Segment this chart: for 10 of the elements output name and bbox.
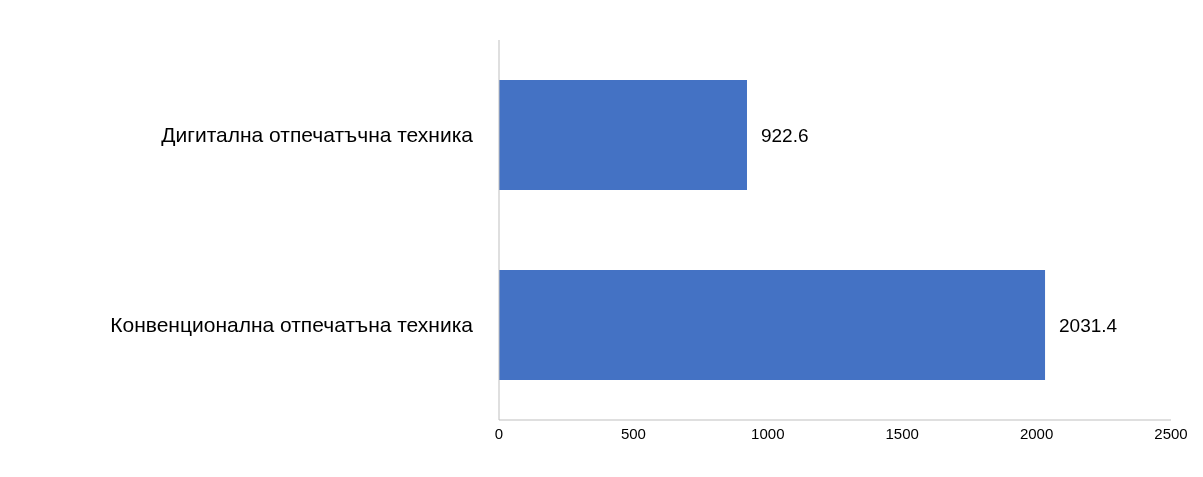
data-label: 2031.4: [1059, 314, 1118, 336]
x-tick-label: 2500: [1154, 424, 1188, 442]
x-tick-label: 0: [494, 424, 504, 442]
y-tick-label: Дигитална отпечатъчна техника: [161, 123, 474, 147]
x-tick-label: 1500: [885, 424, 919, 442]
data-label: 922.6: [760, 124, 809, 146]
y-tick-label: Конвенционална отпечатъна техника: [110, 313, 474, 337]
x-tick-label: 500: [620, 424, 646, 442]
x-tick-label: 2000: [1019, 424, 1054, 442]
x-tick-label: 1000: [751, 424, 785, 442]
